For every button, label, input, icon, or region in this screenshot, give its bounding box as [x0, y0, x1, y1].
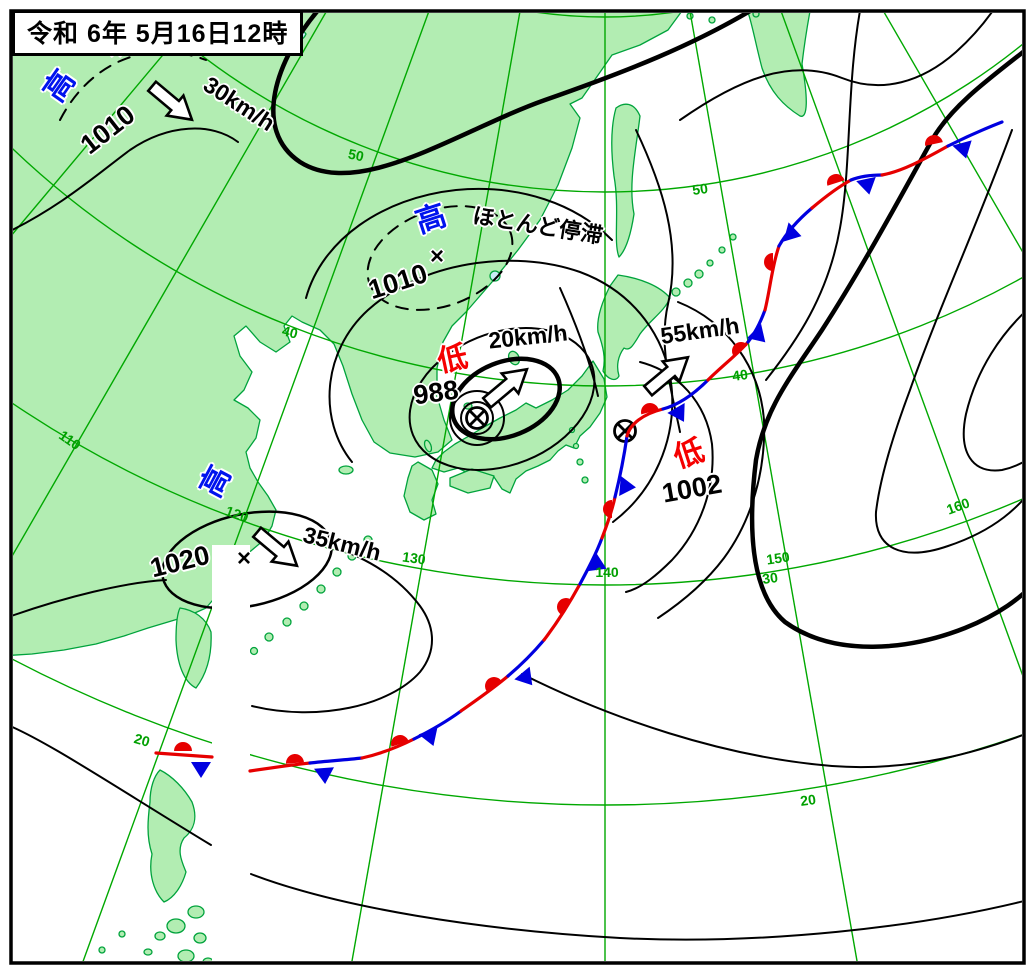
pressure-988: 988: [411, 374, 461, 411]
cold-front-triangles: [191, 140, 972, 784]
island-kyushu: [403, 461, 439, 521]
isobar-thick-east: [749, 50, 1022, 649]
kuril-islands: [671, 13, 760, 297]
lon-label-150: 150: [765, 548, 791, 568]
map-border: [9, 9, 1026, 965]
wind-arrow-20-icon: [481, 367, 529, 410]
island-luzon: [147, 769, 196, 903]
front-symbols: [174, 135, 972, 784]
wind-arrow-55-icon: [642, 355, 690, 398]
ryukyu-islands: [249, 535, 373, 656]
lat-label-50-w: 50: [346, 145, 366, 165]
lake-khanka: [489, 270, 501, 282]
high-center-mark-china: ×: [236, 545, 252, 572]
lat-label-20-e: 20: [799, 790, 817, 810]
wind-arrow-30-icon: [146, 79, 194, 122]
philippine-islands: [98, 905, 214, 961]
lat-label-40-w: 40: [280, 322, 300, 342]
lon-label-130: 130: [401, 548, 427, 568]
data-gap-band: [212, 545, 250, 961]
wind-arrows: [146, 79, 690, 568]
lon-label-140: 140: [595, 564, 619, 580]
chart-date-title: 令和 6年 5月16日12時: [12, 10, 304, 56]
island-taiwan: [175, 607, 212, 689]
lat-label-50-e: 50: [691, 179, 709, 199]
warm-front-semicircles: [174, 135, 943, 764]
lat-label-30: 30: [761, 568, 779, 588]
lat-label-40-e: 40: [731, 365, 749, 385]
island-sakhalin: [611, 103, 641, 258]
high-center-mark-center: ×: [429, 243, 445, 270]
low-center-symbol-988: [465, 406, 489, 430]
peninsula-kamchatka: [747, 13, 811, 117]
isobar-thick-nw: [271, 13, 752, 176]
wind-arrow-35-icon: [251, 525, 299, 568]
low-center-marks: [465, 406, 637, 443]
stationary-front: [154, 120, 1004, 773]
